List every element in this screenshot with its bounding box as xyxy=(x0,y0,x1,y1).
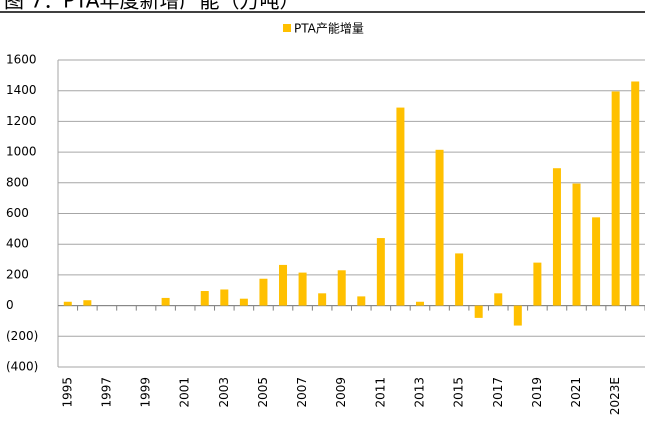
x-tick-label: 2015 xyxy=(452,377,466,408)
y-tick-label: 200 xyxy=(6,267,29,281)
x-tick-label: 2021 xyxy=(569,377,583,408)
x-tick-label: 1995 xyxy=(60,377,74,408)
bar xyxy=(513,305,522,326)
y-tick-label: 800 xyxy=(6,175,29,189)
bar xyxy=(415,301,424,306)
bar xyxy=(63,301,72,306)
bar xyxy=(298,272,307,306)
bar xyxy=(161,297,170,306)
bar xyxy=(455,253,464,306)
bar xyxy=(552,168,561,306)
bar xyxy=(357,296,366,306)
x-tick-label: 2017 xyxy=(491,377,505,408)
bar xyxy=(631,81,640,306)
bar xyxy=(494,293,503,306)
x-tick-label: 2011 xyxy=(373,377,387,408)
bar xyxy=(239,298,248,306)
bar xyxy=(279,264,288,306)
y-tick-label: 1200 xyxy=(6,114,37,128)
x-tick-label: 2007 xyxy=(295,377,309,408)
legend-label: PTA产能增量 xyxy=(294,22,364,36)
bar xyxy=(376,238,385,306)
bar xyxy=(396,107,405,306)
bar xyxy=(337,270,346,306)
x-tick-label: 2019 xyxy=(530,377,544,408)
bar xyxy=(83,300,92,306)
bar xyxy=(200,291,209,306)
y-tick-label: 1400 xyxy=(6,83,37,97)
bar xyxy=(318,293,327,306)
bar xyxy=(474,305,483,318)
y-tick-label: 1600 xyxy=(6,53,37,67)
x-tick-label: 2005 xyxy=(256,377,270,408)
bar xyxy=(220,289,229,306)
bar xyxy=(533,262,542,306)
bar xyxy=(592,217,601,306)
x-tick-label: 2013 xyxy=(412,377,426,408)
y-tick-label: (400) xyxy=(6,360,38,374)
x-tick-label: 2023E xyxy=(608,377,622,415)
legend-swatch xyxy=(283,24,291,32)
y-tick-label: (200) xyxy=(6,329,38,343)
bar xyxy=(259,278,268,306)
x-tick-label: 1997 xyxy=(99,377,113,408)
y-tick-label: 1000 xyxy=(6,145,37,159)
chart-title: 图 7：PTA年度新增产能（万吨） xyxy=(4,0,300,13)
x-tick-label: 2001 xyxy=(178,377,192,408)
bar xyxy=(435,149,444,306)
y-tick-label: 600 xyxy=(6,206,29,220)
x-tick-label: 2009 xyxy=(334,377,348,408)
y-tick-label: 400 xyxy=(6,237,29,251)
x-tick-label: 2003 xyxy=(217,377,231,408)
bar xyxy=(611,91,620,306)
x-tick-label: 1999 xyxy=(139,377,153,408)
bar xyxy=(572,183,581,306)
y-tick-label: 0 xyxy=(6,298,14,312)
